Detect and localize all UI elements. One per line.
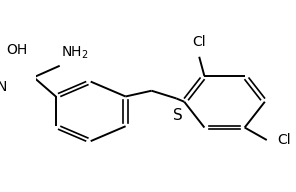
Text: S: S bbox=[173, 108, 182, 123]
Text: Cl: Cl bbox=[277, 133, 291, 147]
Text: OH: OH bbox=[6, 43, 28, 57]
Text: N: N bbox=[0, 80, 7, 94]
Text: Cl: Cl bbox=[192, 36, 206, 50]
Text: NH$_2$: NH$_2$ bbox=[61, 45, 89, 61]
